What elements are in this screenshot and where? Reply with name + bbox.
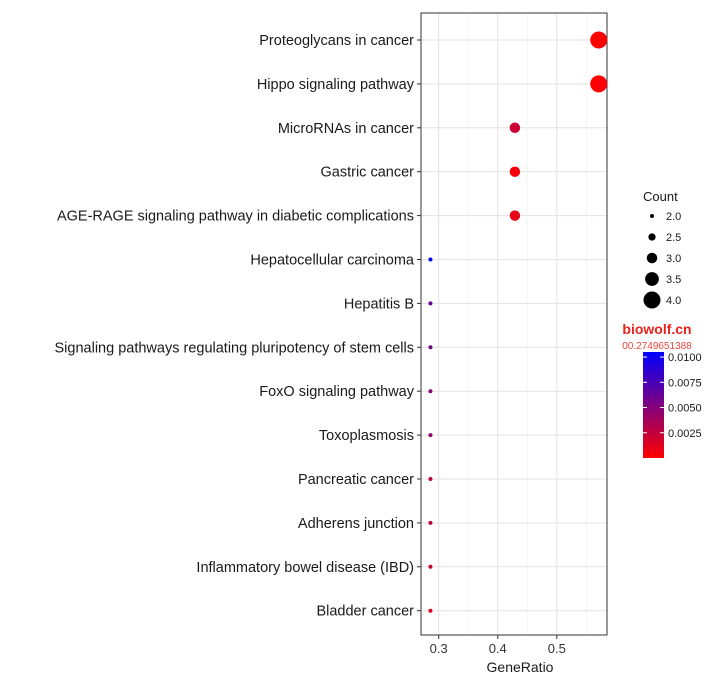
size-legend-items: 2.0 2.5 3.0 3.5 4.0 <box>643 211 681 309</box>
data-points <box>428 31 608 613</box>
y-tick-label: AGE-RAGE signaling pathway in diabetic c… <box>57 209 414 225</box>
y-tick-label: FoxO signaling pathway <box>259 384 414 400</box>
size-legend-dot <box>645 272 659 286</box>
data-point <box>590 75 608 93</box>
plot-panel-border <box>420 12 608 636</box>
color-legend-label: 0.0025 <box>668 428 702 440</box>
data-point <box>428 564 433 569</box>
y-tick-label: Pancreatic cancer <box>298 472 414 488</box>
data-point <box>428 520 433 525</box>
data-point <box>590 31 608 49</box>
x-tick-label: 0.3 <box>430 641 448 656</box>
y-tick-label: Bladder cancer <box>316 604 414 620</box>
color-legend-label: 0.0100 <box>668 352 702 364</box>
y-tick-label: Proteoglycans in cancer <box>259 33 414 49</box>
size-legend-dot <box>643 291 661 309</box>
y-axis: Proteoglycans in cancer Hippo signaling p… <box>55 33 421 620</box>
size-legend-label: 2.5 <box>666 232 681 244</box>
data-point <box>428 301 433 306</box>
x-tick-label: 0.5 <box>548 641 566 656</box>
size-legend: Count 2.0 2.5 3.0 3.5 4.0 <box>643 189 681 309</box>
color-legend-label: 0.0050 <box>668 403 702 415</box>
y-tick-label: Gastric cancer <box>321 165 415 181</box>
color-legend: 0.0025 0.0050 0.0075 0.0100 <box>643 352 702 458</box>
size-legend-dot <box>646 252 658 264</box>
size-legend-label: 3.5 <box>666 274 681 286</box>
y-tick-label: Hippo signaling pathway <box>257 77 415 93</box>
y-tick-label: Signaling pathways regulating pluripoten… <box>55 340 414 356</box>
watermark-logo: biowolf.cn <box>622 321 691 337</box>
grid-major-lines <box>421 13 607 635</box>
size-legend-label: 3.0 <box>666 253 681 265</box>
watermark-subtext: 00.2749651388 <box>622 341 692 352</box>
y-tick-label: Hepatocellular carcinoma <box>250 253 415 269</box>
color-legend-ticks: 0.0025 0.0050 0.0075 0.0100 <box>643 352 702 440</box>
size-legend-dot <box>648 233 656 241</box>
size-legend-title: Count <box>643 189 678 204</box>
size-legend-label: 4.0 <box>666 295 681 307</box>
data-point <box>509 210 521 221</box>
color-legend-bar <box>643 352 664 458</box>
data-point <box>428 433 433 438</box>
data-point <box>428 477 433 481</box>
x-tick-label: 0.4 <box>489 641 507 656</box>
x-axis-title: GeneRatio <box>487 659 554 675</box>
data-point <box>428 608 433 613</box>
data-point <box>428 257 433 262</box>
data-point <box>428 345 433 350</box>
color-legend-label: 0.0075 <box>668 377 702 389</box>
size-legend-label: 2.0 <box>666 211 681 223</box>
y-tick-label: Inflammatory bowel disease (IBD) <box>196 560 414 576</box>
data-point <box>509 166 521 177</box>
plot-panel-background <box>421 13 607 635</box>
data-point <box>509 122 521 134</box>
y-tick-label: Adherens junction <box>298 516 414 532</box>
y-tick-label: MicroRNAs in cancer <box>278 121 414 137</box>
y-tick-label: Hepatitis B <box>344 296 414 312</box>
size-legend-dot <box>650 214 654 218</box>
x-axis: 0.3 0.4 0.5 <box>430 635 566 656</box>
data-point <box>428 389 433 394</box>
y-tick-label: Toxoplasmosis <box>319 428 414 444</box>
grid-minor-lines <box>467 13 587 635</box>
